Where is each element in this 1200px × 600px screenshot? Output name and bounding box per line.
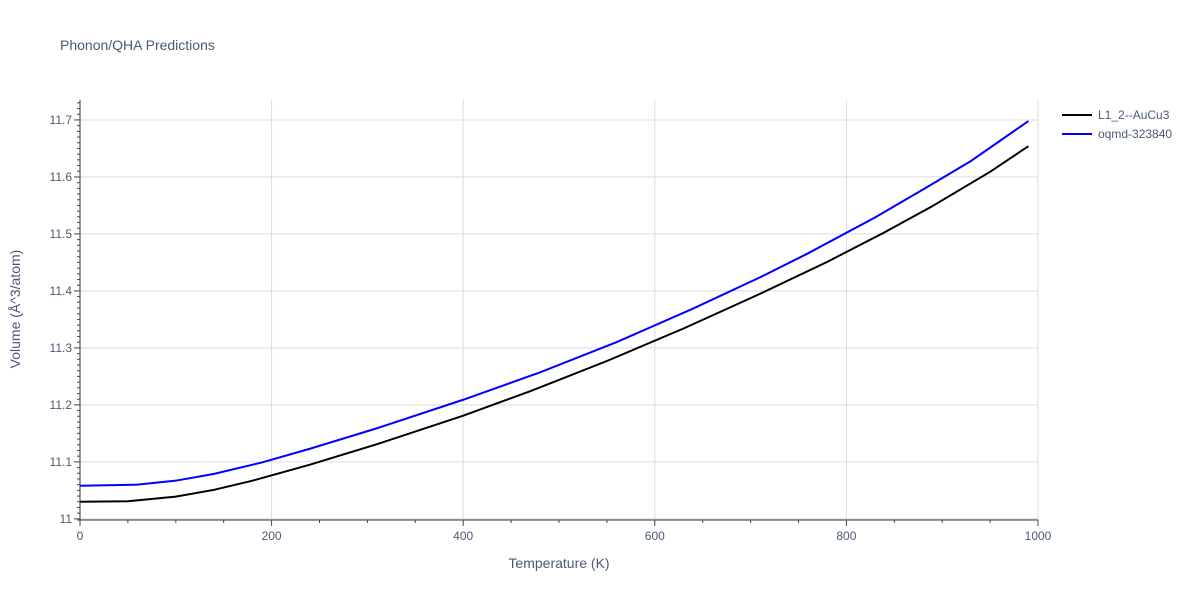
series-lines — [79, 120, 1029, 503]
y-tick-label: 11.1 — [50, 455, 73, 469]
y-tick-label: 11.3 — [50, 341, 73, 355]
x-tick-label: 1000 — [1025, 529, 1052, 543]
x-axis-title: Temperature (K) — [508, 555, 609, 571]
legend-label-1: oqmd-323840 — [1098, 127, 1172, 141]
chart-title: Phonon/QHA Predictions — [60, 37, 215, 53]
y-tick-label: 11.7 — [50, 113, 73, 127]
grid — [80, 100, 1039, 520]
y-tick-label: 11.5 — [50, 227, 73, 241]
x-tick-label: 600 — [645, 529, 665, 543]
legend[interactable]: L1_2--AuCu3 oqmd-323840 — [1062, 108, 1172, 141]
x-tick-label: 400 — [453, 529, 473, 543]
axes: 0 200 400 600 800 1000 11 11.1 11.2 11.3 11.4 11.5 1… — [50, 100, 1052, 543]
y-tick-label: 11.6 — [50, 170, 73, 184]
x-tick-label: 200 — [262, 529, 282, 543]
x-tick-label: 800 — [836, 529, 856, 543]
y-axis-title: Volume (Å^3/atom) — [7, 250, 23, 369]
series-line-1 — [79, 120, 1029, 487]
y-tick-label: 11.4 — [50, 284, 73, 298]
series-line-0 — [79, 145, 1029, 503]
y-tick-label: 11 — [60, 512, 73, 526]
x-tick-label: 0 — [77, 529, 84, 543]
y-tick-label: 11.2 — [50, 398, 73, 412]
legend-label-0: L1_2--AuCu3 — [1098, 108, 1170, 122]
